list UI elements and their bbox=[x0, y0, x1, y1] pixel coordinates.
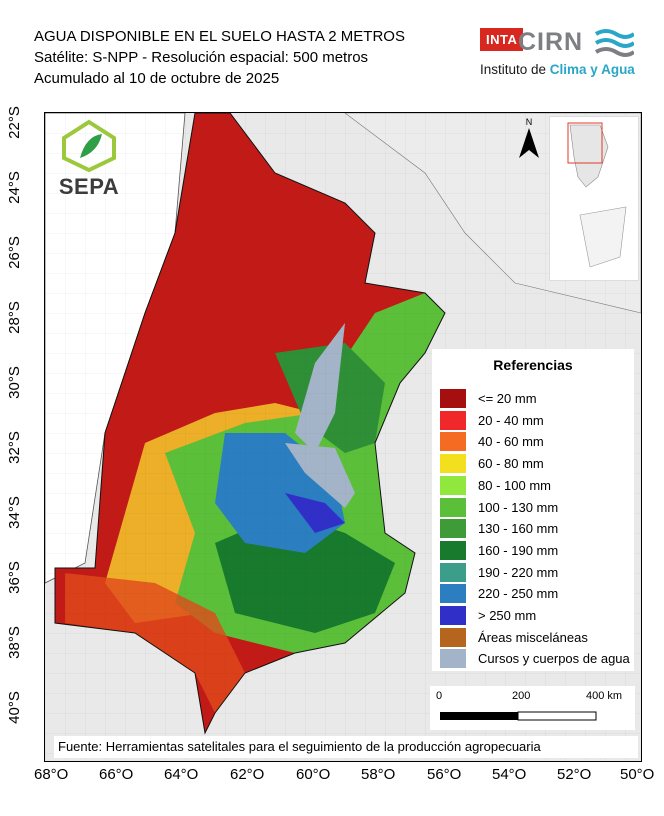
legend-item: Cursos y cuerpos de agua bbox=[440, 649, 630, 669]
legend-item: 20 - 40 mm bbox=[440, 410, 544, 430]
institute-prefix: Instituto de bbox=[480, 62, 550, 77]
lat-tick-28: 28°S bbox=[5, 301, 23, 334]
legend-item: 100 - 130 mm bbox=[440, 497, 559, 517]
legend-swatch bbox=[440, 584, 466, 604]
lon-tick-58: 58°O bbox=[361, 766, 396, 783]
legend-swatch bbox=[440, 475, 466, 495]
map-title: AGUA DISPONIBLE EN EL SUELO HASTA 2 METR… bbox=[34, 28, 405, 45]
legend-label: 130 - 160 mm bbox=[478, 521, 559, 537]
sepa-logo: SEPA bbox=[56, 118, 122, 200]
legend-swatch bbox=[440, 562, 466, 582]
legend-swatch bbox=[440, 454, 466, 474]
scale-label-0: 0 bbox=[436, 690, 443, 702]
lon-tick-66: 66°O bbox=[99, 766, 134, 783]
legend-label: Cursos y cuerpos de agua bbox=[478, 651, 630, 667]
lon-tick-52: 52°O bbox=[557, 766, 592, 783]
legend-label: 190 - 220 mm bbox=[478, 564, 559, 580]
scale-bar-graphic bbox=[440, 711, 597, 721]
inta-logo: INTA bbox=[480, 28, 524, 51]
map-subtitle-satellite: Satélite: S-NPP - Resolución espacial: 5… bbox=[34, 49, 369, 66]
legend-swatch bbox=[440, 410, 466, 430]
north-label: N bbox=[526, 117, 533, 127]
legend-swatch bbox=[440, 627, 466, 647]
soil-water-map bbox=[44, 112, 642, 762]
legend-item: 40 - 60 mm bbox=[440, 432, 544, 452]
legend-label: 100 - 130 mm bbox=[478, 499, 559, 515]
legend-title: Referencias bbox=[493, 357, 573, 373]
legend-swatch bbox=[440, 540, 466, 560]
legend-label: 40 - 60 mm bbox=[478, 434, 544, 450]
legend-item: 190 - 220 mm bbox=[440, 562, 559, 582]
map-title-block: AGUA DISPONIBLE EN EL SUELO HASTA 2 METR… bbox=[34, 26, 405, 89]
legend-swatch bbox=[440, 432, 466, 452]
lat-tick-24: 24°S bbox=[5, 171, 23, 204]
legend-item: > 250 mm bbox=[440, 606, 536, 625]
legend-label: > 250 mm bbox=[478, 608, 537, 623]
map-subtitle-date: Acumulado al 10 de octubre de 2025 bbox=[34, 70, 280, 87]
legend-item: 80 - 100 mm bbox=[440, 475, 551, 495]
legend-swatch bbox=[440, 519, 466, 539]
legend-label: 80 - 100 mm bbox=[478, 477, 551, 493]
inset-locator-map bbox=[549, 116, 639, 281]
lon-tick-64: 64°O bbox=[164, 766, 199, 783]
cirn-waves-icon bbox=[594, 29, 634, 57]
legend-label: 20 - 40 mm bbox=[478, 412, 544, 428]
legend-label: 60 - 80 mm bbox=[478, 456, 544, 472]
map-legend: Referencias <= 20 mm 20 - 40 mm 40 - 60 mm… bbox=[432, 349, 634, 671]
inset-map-icon bbox=[567, 122, 627, 268]
sepa-leaf-icon bbox=[62, 119, 116, 173]
legend-item: <= 20 mm bbox=[440, 389, 537, 408]
lon-tick-54: 54°O bbox=[492, 766, 527, 783]
lat-tick-32: 32°S bbox=[5, 431, 23, 464]
lat-tick-40: 40°S bbox=[5, 691, 23, 724]
institute-accent: Clima y Agua bbox=[549, 62, 635, 77]
legend-item: 220 - 250 mm bbox=[440, 584, 559, 604]
lat-tick-26: 26°S bbox=[5, 236, 23, 269]
lat-tick-30: 30°S bbox=[5, 366, 23, 399]
lat-tick-36: 36°S bbox=[5, 561, 23, 594]
lon-tick-60: 60°O bbox=[296, 766, 331, 783]
legend-swatch bbox=[440, 497, 466, 517]
legend-label: 220 - 250 mm bbox=[478, 586, 559, 602]
lon-tick-62: 62°O bbox=[230, 766, 265, 783]
sepa-logo-text: SEPA bbox=[58, 174, 120, 199]
lat-tick-22: 22°S bbox=[5, 106, 23, 139]
source-caption: Fuente: Herramientas satelitales para el… bbox=[54, 736, 638, 758]
lat-tick-38: 38°S bbox=[5, 626, 23, 659]
legend-item: 60 - 80 mm bbox=[440, 454, 544, 474]
north-arrow-icon: N bbox=[519, 117, 539, 158]
legend-label: Áreas misceláneas bbox=[478, 629, 588, 645]
legend-swatch bbox=[440, 649, 466, 669]
map-canvas bbox=[45, 113, 641, 761]
scale-label-200: 200 bbox=[512, 690, 531, 702]
legend-item: 130 - 160 mm bbox=[440, 519, 559, 539]
cirn-logo-text: CIRN bbox=[518, 28, 584, 56]
institute-label: Instituto de Clima y Agua bbox=[480, 62, 635, 77]
lon-tick-68: 68°O bbox=[34, 766, 69, 783]
lon-tick-56: 56°O bbox=[427, 766, 462, 783]
legend-label: 160 - 190 mm bbox=[478, 542, 559, 558]
legend-swatch bbox=[440, 389, 466, 408]
scale-label-400: 400 km bbox=[586, 690, 623, 702]
scale-bar: 0 200 400 km bbox=[430, 686, 635, 730]
lat-tick-34: 34°S bbox=[5, 496, 23, 529]
legend-item: 160 - 190 mm bbox=[440, 540, 559, 560]
legend-label: <= 20 mm bbox=[478, 391, 537, 406]
lon-tick-50: 50°O bbox=[620, 766, 655, 783]
inta-logo-text: INTA bbox=[480, 28, 524, 51]
legend-swatch bbox=[440, 606, 466, 625]
legend-item: Áreas misceláneas bbox=[440, 627, 588, 647]
